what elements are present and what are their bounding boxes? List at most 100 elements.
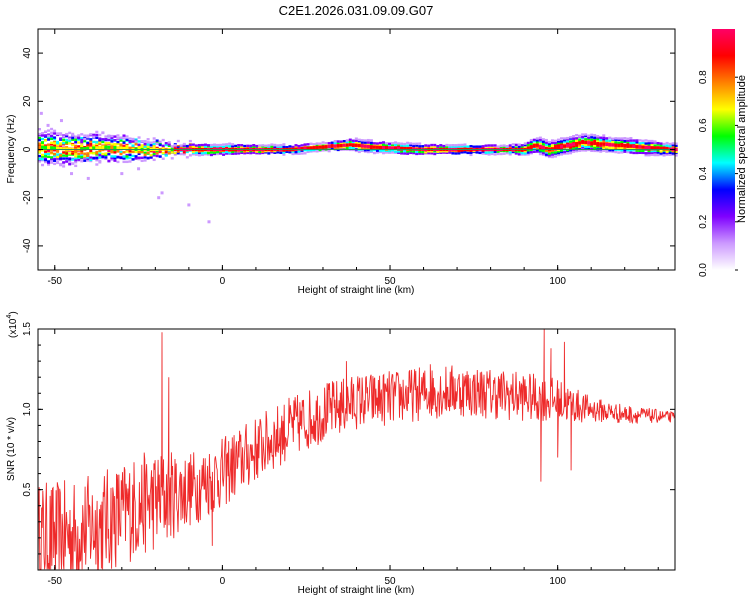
spectrogram-cell xyxy=(71,134,75,137)
spectrogram-cell xyxy=(107,134,111,137)
spectrogram-cell xyxy=(119,139,123,142)
spectrogram-cell xyxy=(125,138,129,141)
spectrogram-cell xyxy=(566,141,570,145)
spectrogram-cell xyxy=(327,142,331,145)
spectrogram-cell xyxy=(41,143,45,146)
spectrogram-cell xyxy=(197,145,201,148)
spectrogram-ridge-cell xyxy=(632,144,636,149)
spectrogram-cell xyxy=(188,143,192,146)
spectrogram-cell xyxy=(237,152,241,155)
spectrogram-cell xyxy=(65,134,69,138)
spectrogram-cell xyxy=(116,156,120,159)
spectrogram-cell xyxy=(122,151,126,154)
spectrogram-cell xyxy=(44,155,48,158)
spectrogram-cell xyxy=(77,138,81,141)
snr-exponent-power: 4 xyxy=(6,315,13,319)
spectrogram-ridge-cell xyxy=(659,146,663,150)
spectrogram-cell xyxy=(155,154,159,158)
spectrogram-cell xyxy=(409,151,413,155)
spectrogram-cell xyxy=(38,154,41,158)
spectrogram-ridge-cell xyxy=(623,144,627,148)
spectrogram-cell xyxy=(62,142,66,145)
spectrogram-cell xyxy=(357,150,361,154)
snr-plot-area xyxy=(38,329,675,570)
spectrogram-cell xyxy=(303,148,307,152)
spectrogram-cell xyxy=(50,137,54,141)
spectrogram-cell xyxy=(86,135,90,139)
spectrogram-cell xyxy=(526,151,530,154)
spectrogram-cell xyxy=(508,144,512,147)
spectrogram-cell xyxy=(388,151,392,154)
snr-exponent-close: ) xyxy=(8,311,19,314)
spectrogram-cell xyxy=(125,157,129,160)
spectrogram-cell xyxy=(620,138,624,142)
spectrogram-cell xyxy=(285,150,289,153)
spectrogram-cell xyxy=(596,135,600,138)
spectrogram-cell xyxy=(53,153,57,156)
spectrogram-cell xyxy=(131,140,135,143)
spectrogram-cell xyxy=(110,143,114,146)
spectrogram-cell xyxy=(222,153,226,156)
spectrogram-cell xyxy=(225,144,229,147)
spectrogram-cell xyxy=(89,158,93,162)
spectrogram-cell xyxy=(116,140,120,144)
spectrogram-cell xyxy=(56,150,60,153)
spectrogram-cell xyxy=(128,137,132,140)
spectrogram-ridge-cell xyxy=(526,146,530,150)
colorbar-tick-label: 0.8 xyxy=(698,70,709,84)
spectrogram-cell xyxy=(520,151,524,155)
spectrogram-cell xyxy=(306,150,310,154)
spectrogram-cell xyxy=(354,139,358,142)
spectrogram-cell xyxy=(372,151,376,155)
spectrogram-cell xyxy=(86,156,90,159)
spectrogram-cell xyxy=(309,142,313,146)
spectrogram-cell xyxy=(581,135,585,139)
spectrogram-cell xyxy=(357,141,361,145)
spectrogram-ridge-cell xyxy=(315,145,319,150)
spectrogram-cell xyxy=(74,146,78,149)
spectrogram-cell xyxy=(149,144,153,147)
spectrogram-cell xyxy=(433,150,437,153)
spectrogram-cell xyxy=(50,142,54,146)
spectrogram-cell xyxy=(599,144,603,148)
spectrogram-cell xyxy=(294,150,298,154)
spectrogram-cell xyxy=(520,144,524,147)
spectrogram-cell xyxy=(225,152,229,155)
spectrogram-cell xyxy=(282,145,286,149)
spectrogram-cell xyxy=(101,131,105,134)
spectrogram-cell xyxy=(406,141,410,145)
spectrogram-cell xyxy=(584,134,588,138)
spectrogram-cell xyxy=(80,137,84,140)
spectrogram-cell xyxy=(581,144,585,147)
spectrogram-cell xyxy=(170,145,174,148)
spectrogram-cell xyxy=(86,134,90,137)
spectrogram-cell xyxy=(457,143,461,147)
spectrogram-cell xyxy=(203,152,207,156)
spectrogram-cell xyxy=(641,151,645,155)
spectrogram-cell xyxy=(222,145,226,149)
spectrogram-cell xyxy=(496,152,500,156)
spectrogram-cell xyxy=(487,153,491,156)
spectrogram-cell xyxy=(83,134,87,137)
spectrogram-cell xyxy=(629,151,633,154)
spectrogram-cell xyxy=(282,153,286,156)
spectrogram-cell xyxy=(424,146,428,149)
spectrogram-cell xyxy=(38,143,41,147)
spectrogram-cell xyxy=(47,137,51,140)
spectrogram-cell xyxy=(668,149,672,152)
spectrogram-cell xyxy=(394,143,398,147)
spectrogram-cell xyxy=(487,151,491,154)
spectrogram-cell xyxy=(53,157,57,161)
spectrogram-cell xyxy=(59,154,63,157)
spectrogram-cell xyxy=(98,133,102,137)
snr-exponent-label: (x104) xyxy=(6,311,19,338)
spectrogram-cell xyxy=(493,144,497,147)
snr-series-line xyxy=(37,328,676,570)
spectrogram-cell xyxy=(544,141,548,145)
spectrogram-ridge-cell xyxy=(50,146,54,150)
spectrogram-ridge-cell xyxy=(391,146,395,150)
spectrogram-cell xyxy=(182,153,186,156)
spectrogram-cell xyxy=(366,141,370,144)
spectrogram-cell xyxy=(638,142,642,145)
spectrogram-cell xyxy=(400,152,404,155)
